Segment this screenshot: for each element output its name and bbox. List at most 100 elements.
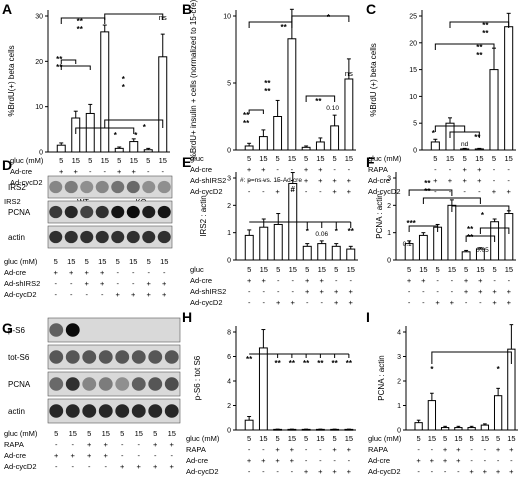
condition-symbol: - bbox=[417, 467, 420, 476]
row-label: RAPA bbox=[4, 440, 24, 449]
condition-symbol: + bbox=[462, 176, 467, 185]
significance-marker: 0.10 bbox=[326, 105, 339, 112]
condition-symbol: + bbox=[443, 445, 448, 454]
blot-band bbox=[49, 180, 63, 194]
condition-symbol: + bbox=[318, 467, 323, 476]
condition-symbol: + bbox=[347, 176, 352, 185]
condition-symbol: + bbox=[492, 187, 497, 196]
condition-symbol: - bbox=[305, 456, 308, 465]
condition-symbol: 5 bbox=[496, 434, 500, 443]
condition-symbol: - bbox=[55, 279, 58, 288]
condition-symbol: 15 bbox=[318, 265, 326, 274]
condition-symbol: 15 bbox=[345, 434, 353, 443]
condition-symbol: 5 bbox=[116, 257, 120, 266]
y-tick-label: 2 bbox=[397, 379, 401, 386]
panel-letter: D bbox=[2, 157, 12, 173]
condition-symbol: + bbox=[304, 165, 309, 174]
significance-marker: ** bbox=[56, 55, 63, 64]
significance-marker: ** bbox=[77, 17, 84, 26]
y-tick-label: 20 bbox=[35, 59, 43, 66]
condition-symbol: - bbox=[348, 456, 351, 465]
condition-symbol: + bbox=[304, 176, 309, 185]
blot-band bbox=[115, 404, 130, 418]
condition-symbol: 5 bbox=[443, 434, 447, 443]
significance-bracket bbox=[451, 205, 510, 212]
blot-band bbox=[65, 323, 80, 337]
condition-symbol: + bbox=[162, 279, 167, 288]
blot-band bbox=[49, 404, 64, 418]
blot-band bbox=[49, 205, 63, 219]
y-tick-label: 0 bbox=[227, 258, 231, 265]
bar bbox=[244, 419, 254, 431]
bar bbox=[258, 347, 268, 431]
condition-symbol: 15 bbox=[168, 429, 176, 438]
condition-symbol: - bbox=[163, 268, 166, 277]
condition-symbol: + bbox=[509, 445, 514, 454]
condition-symbol: + bbox=[462, 165, 467, 174]
bar bbox=[158, 56, 168, 153]
y-tick-label: 0 bbox=[387, 258, 391, 265]
significance-marker: 0.1 bbox=[403, 241, 412, 248]
row-label: Ad-cycD2 bbox=[190, 187, 223, 196]
condition-symbol: 15 bbox=[259, 154, 267, 163]
blot-label: actin bbox=[8, 407, 25, 416]
panel-letter: I bbox=[366, 309, 370, 325]
condition-symbol: 15 bbox=[69, 429, 77, 438]
condition-symbol: 15 bbox=[259, 434, 267, 443]
condition-symbol: + bbox=[247, 456, 252, 465]
row-label: Ad-cre bbox=[186, 456, 208, 465]
row-label: Ad-cre bbox=[4, 268, 26, 277]
bar bbox=[244, 145, 254, 151]
significance-marker: ** bbox=[467, 225, 474, 234]
row-label: gluc (mM) bbox=[4, 429, 38, 438]
row-label: Ad-cre bbox=[368, 176, 390, 185]
condition-symbol: + bbox=[318, 165, 323, 174]
condition-symbol: - bbox=[262, 187, 265, 196]
condition-symbol: - bbox=[408, 298, 411, 307]
condition-symbol: 15 bbox=[475, 154, 483, 163]
condition-symbol: 5 bbox=[87, 429, 91, 438]
significance-bracket bbox=[408, 189, 453, 196]
row-label: gluc (mM) bbox=[368, 434, 402, 443]
condition-symbol: - bbox=[350, 276, 353, 285]
significance-bracket bbox=[60, 65, 91, 70]
y-tick-label: 0 bbox=[397, 428, 401, 435]
condition-symbol: - bbox=[319, 445, 322, 454]
condition-symbol: - bbox=[449, 187, 452, 196]
row-label: Ad-cre bbox=[4, 451, 26, 460]
condition-symbol: + bbox=[464, 276, 469, 285]
significance-bracket bbox=[431, 351, 512, 364]
condition-symbol: + bbox=[456, 445, 461, 454]
condition-symbol: + bbox=[496, 445, 501, 454]
bar bbox=[433, 226, 443, 261]
condition-symbol: + bbox=[147, 279, 152, 288]
condition-symbol: - bbox=[319, 456, 322, 465]
bar bbox=[440, 427, 450, 431]
condition-symbol: 15 bbox=[101, 156, 109, 165]
significance-marker: ** bbox=[243, 111, 250, 120]
significance-marker: * bbox=[430, 365, 434, 374]
blot-band bbox=[131, 404, 146, 418]
significance-marker: ** bbox=[482, 21, 489, 30]
condition-symbol: - bbox=[465, 298, 468, 307]
condition-symbol: - bbox=[276, 176, 279, 185]
condition-symbol: - bbox=[479, 298, 482, 307]
condition-symbol: + bbox=[276, 298, 281, 307]
row-label: gluc (mM) bbox=[4, 257, 38, 266]
bar bbox=[273, 223, 283, 261]
blot-band bbox=[80, 230, 94, 244]
condition-symbol: + bbox=[320, 276, 325, 285]
footnote: #: p=ns vs. 15-Ad-cre bbox=[240, 177, 302, 184]
condition-symbol: 5 bbox=[470, 434, 474, 443]
condition-symbol: + bbox=[305, 287, 310, 296]
significance-bracket bbox=[104, 119, 164, 128]
condition-symbol: - bbox=[55, 462, 58, 471]
blot-band bbox=[49, 350, 64, 364]
blot-band bbox=[111, 180, 125, 194]
row-label: Ad-cre bbox=[368, 456, 390, 465]
condition-symbol: + bbox=[147, 290, 152, 299]
row-label: Ad-cre bbox=[190, 276, 212, 285]
blot-band bbox=[64, 230, 78, 244]
y-tick-label: 0 bbox=[413, 148, 417, 155]
bar bbox=[258, 136, 268, 151]
